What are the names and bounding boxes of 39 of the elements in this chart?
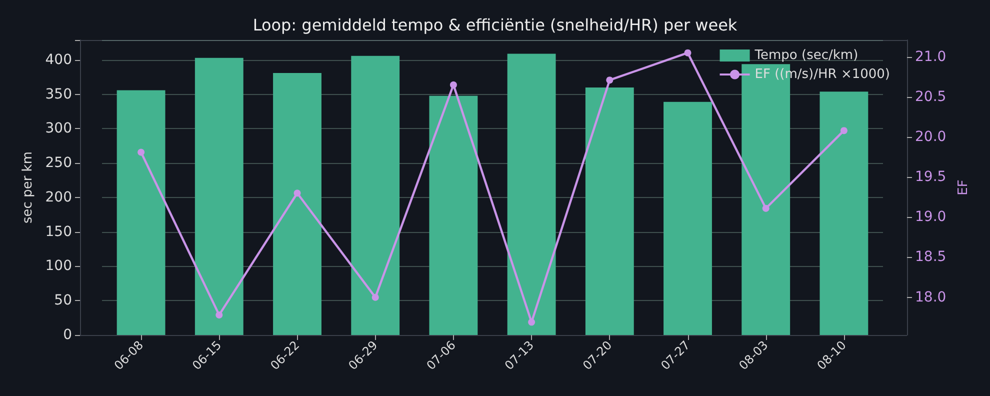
point <box>138 148 145 156</box>
point <box>684 49 692 56</box>
y2-tick-label: 18.0 <box>915 289 946 306</box>
y-tick-label: 200 <box>45 189 72 206</box>
point <box>216 311 223 318</box>
point <box>606 76 614 84</box>
y-axis-title: sec per km <box>20 152 36 224</box>
point <box>762 204 770 212</box>
y-tick-label: 0 <box>63 327 72 343</box>
point <box>372 294 379 301</box>
chart-title: Loop: gemiddeld tempo & efficiëntie (snelheid/HR) per week <box>252 16 738 34</box>
y-tick-label: 100 <box>45 258 72 274</box>
y2-tick-label: 18.5 <box>915 249 946 266</box>
y-tick-label: 300 <box>45 120 72 137</box>
bar <box>664 102 712 335</box>
bar <box>116 90 166 335</box>
bar <box>194 58 244 335</box>
point <box>294 190 301 197</box>
y-tick-label: 50 <box>54 292 72 309</box>
legend-label: Tempo (sec/km) <box>754 48 858 63</box>
y-tick-label: 350 <box>45 86 72 102</box>
bar <box>507 54 556 335</box>
bar <box>585 87 634 335</box>
y2-tick-label: 20.5 <box>915 88 946 105</box>
y2-tick-label: 21.0 <box>915 48 946 65</box>
point <box>450 81 457 88</box>
y-tick-label: 150 <box>45 224 72 240</box>
bar <box>820 92 868 335</box>
y2-tick-label: 19.0 <box>915 209 946 226</box>
y2-tick-label: 20.0 <box>915 128 946 145</box>
y2-axis-title: EF <box>956 180 972 196</box>
bar <box>273 73 322 335</box>
bar <box>429 96 478 335</box>
bar <box>351 56 400 335</box>
y2-tick-label: 19.5 <box>915 169 946 186</box>
point <box>528 318 536 326</box>
y-tick-label: 400 <box>45 52 72 68</box>
y-tick-label: 250 <box>45 155 72 172</box>
point <box>840 127 848 134</box>
